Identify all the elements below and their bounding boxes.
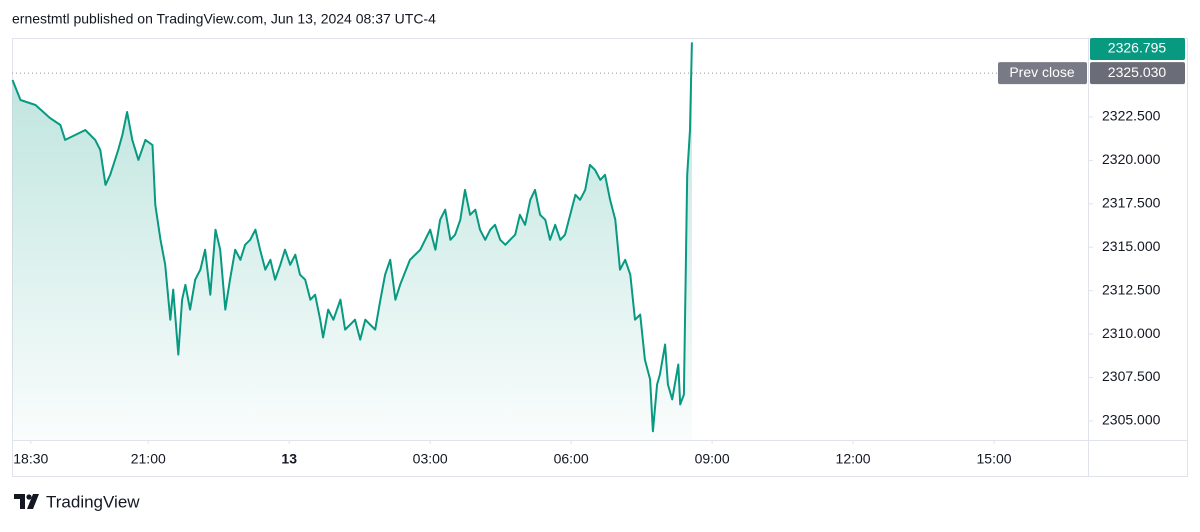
x-tick-label: 03:00 bbox=[413, 451, 448, 467]
y-tick-label: 2310.000 bbox=[1102, 325, 1161, 341]
brand: TradingView bbox=[46, 492, 140, 511]
y-tick-label: 2320.000 bbox=[1102, 151, 1161, 167]
y-tick-label: 2322.500 bbox=[1102, 108, 1161, 124]
price-line bbox=[11, 42, 693, 433]
y-tick-label: 2307.500 bbox=[1102, 368, 1161, 384]
x-tick-label: 13 bbox=[281, 451, 297, 467]
y-tick-label: 2312.500 bbox=[1102, 281, 1161, 297]
last-price-label: 2326.795 bbox=[1108, 40, 1167, 56]
prev-close-tag bbox=[998, 62, 1087, 85]
area-fill bbox=[12, 42, 692, 441]
prev-close-title: Prev close bbox=[1009, 64, 1075, 80]
logo bbox=[14, 494, 39, 509]
x-tick-label: 12:00 bbox=[836, 451, 871, 467]
x-tick-label: 09:00 bbox=[695, 451, 730, 467]
y-tick-label: 2305.000 bbox=[1102, 412, 1161, 428]
x-tick-label: 21:00 bbox=[131, 451, 166, 467]
y-tick-label: 2317.500 bbox=[1102, 195, 1161, 211]
x-tick-label: 15:00 bbox=[977, 451, 1012, 467]
last-price-tag bbox=[1090, 38, 1185, 60]
x-tick-label: 06:00 bbox=[554, 451, 589, 467]
prev-close-value-tag bbox=[1090, 62, 1185, 85]
y-tick-label: 2315.000 bbox=[1102, 238, 1161, 254]
header: ernestmtl published on TradingView.com, … bbox=[12, 11, 436, 27]
x-tick-label: 18:30 bbox=[13, 451, 48, 467]
prev-close-value: 2325.030 bbox=[1108, 64, 1167, 80]
